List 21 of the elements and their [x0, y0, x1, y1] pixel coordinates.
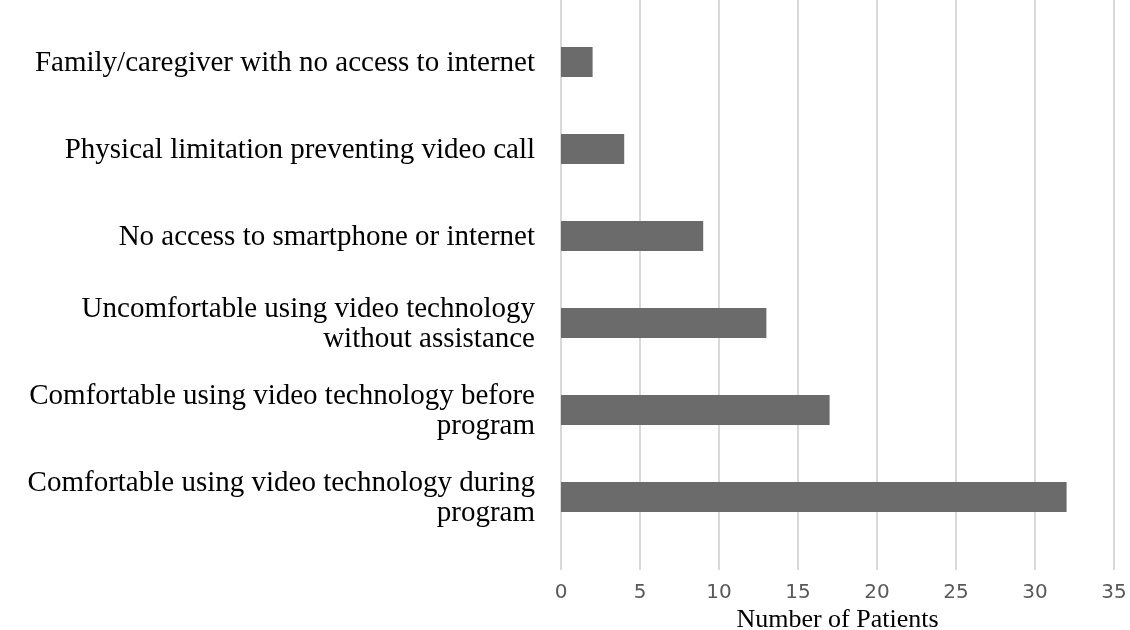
x-tick-label: 0: [554, 579, 568, 603]
y-tick-label: Comfortable using video technology before program: [29, 378, 536, 440]
y-tick-label: Physical limitation preventing video call: [64, 132, 535, 164]
x-tick-label: 10: [706, 579, 732, 603]
y-tick-label: Family/caregiver with no access to internet: [34, 45, 535, 77]
y-tick-label: Uncomfortable using video technology without assistance: [81, 291, 536, 353]
y-tick-label: Comfortable using video technology during program: [27, 465, 536, 527]
bar: [561, 394, 830, 426]
bar: [561, 481, 1067, 513]
x-tick-label: 5: [633, 579, 647, 603]
x-tick-label: 20: [864, 579, 890, 603]
x-axis-title: Number of Patients: [736, 604, 939, 630]
x-tick-label: 15: [785, 579, 811, 603]
bar: [561, 220, 704, 252]
x-tick-label: 35: [1101, 579, 1127, 603]
x-tick-label: 25: [943, 579, 969, 603]
bar: [561, 307, 767, 339]
y-tick-label: No access to smartphone or internet: [118, 219, 535, 251]
x-tick-label: 30: [1022, 579, 1048, 603]
bar: [561, 46, 593, 78]
bar: [561, 133, 625, 165]
